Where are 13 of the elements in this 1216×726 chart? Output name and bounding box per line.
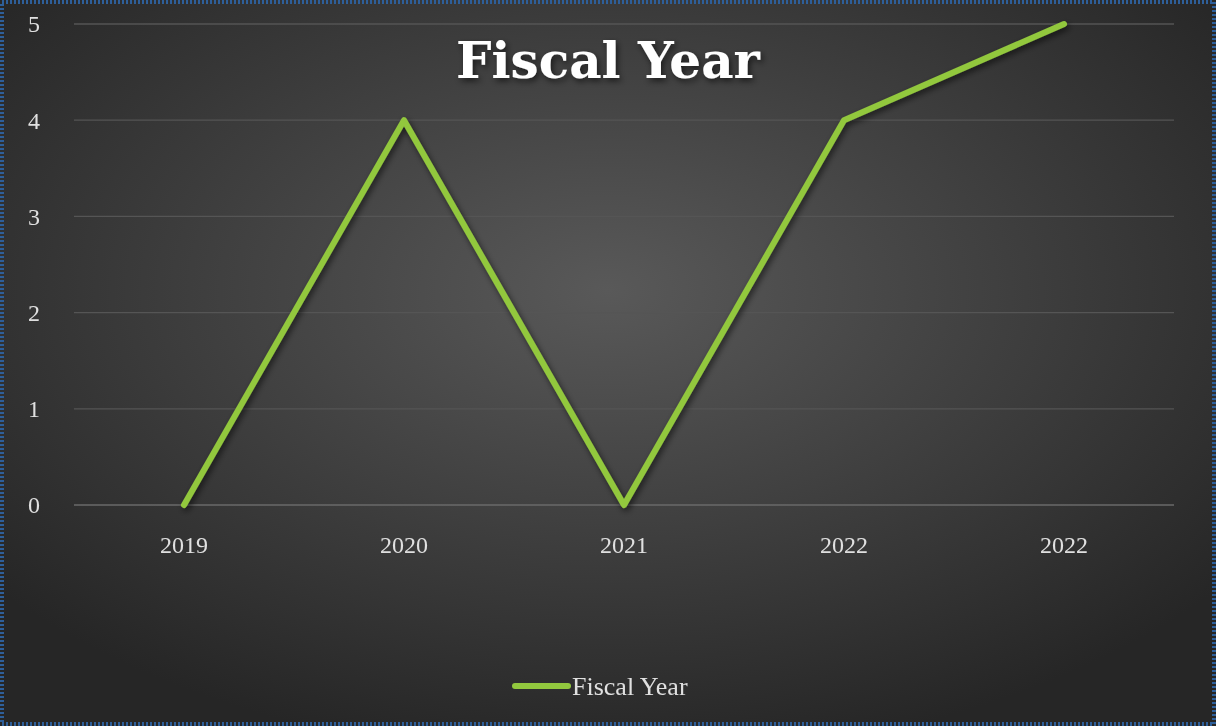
y-tick-label: 0 bbox=[28, 492, 40, 519]
legend-label: Fiscal Year bbox=[572, 672, 688, 702]
y-tick-label: 2 bbox=[28, 300, 40, 326]
x-tick-label: 2022 bbox=[820, 532, 868, 558]
x-tick-label: 2021 bbox=[600, 532, 648, 558]
x-tick-label: 2019 bbox=[160, 532, 208, 558]
x-tick-label: 2022 bbox=[1040, 532, 1088, 558]
y-tick-label: 3 bbox=[28, 203, 40, 230]
x-tick-label: 2020 bbox=[380, 532, 428, 558]
y-tick-label: 4 bbox=[28, 107, 40, 134]
chart-title: Fiscal Year bbox=[456, 31, 761, 90]
y-tick-label: 1 bbox=[28, 396, 40, 423]
y-tick-label: 5 bbox=[28, 11, 40, 38]
